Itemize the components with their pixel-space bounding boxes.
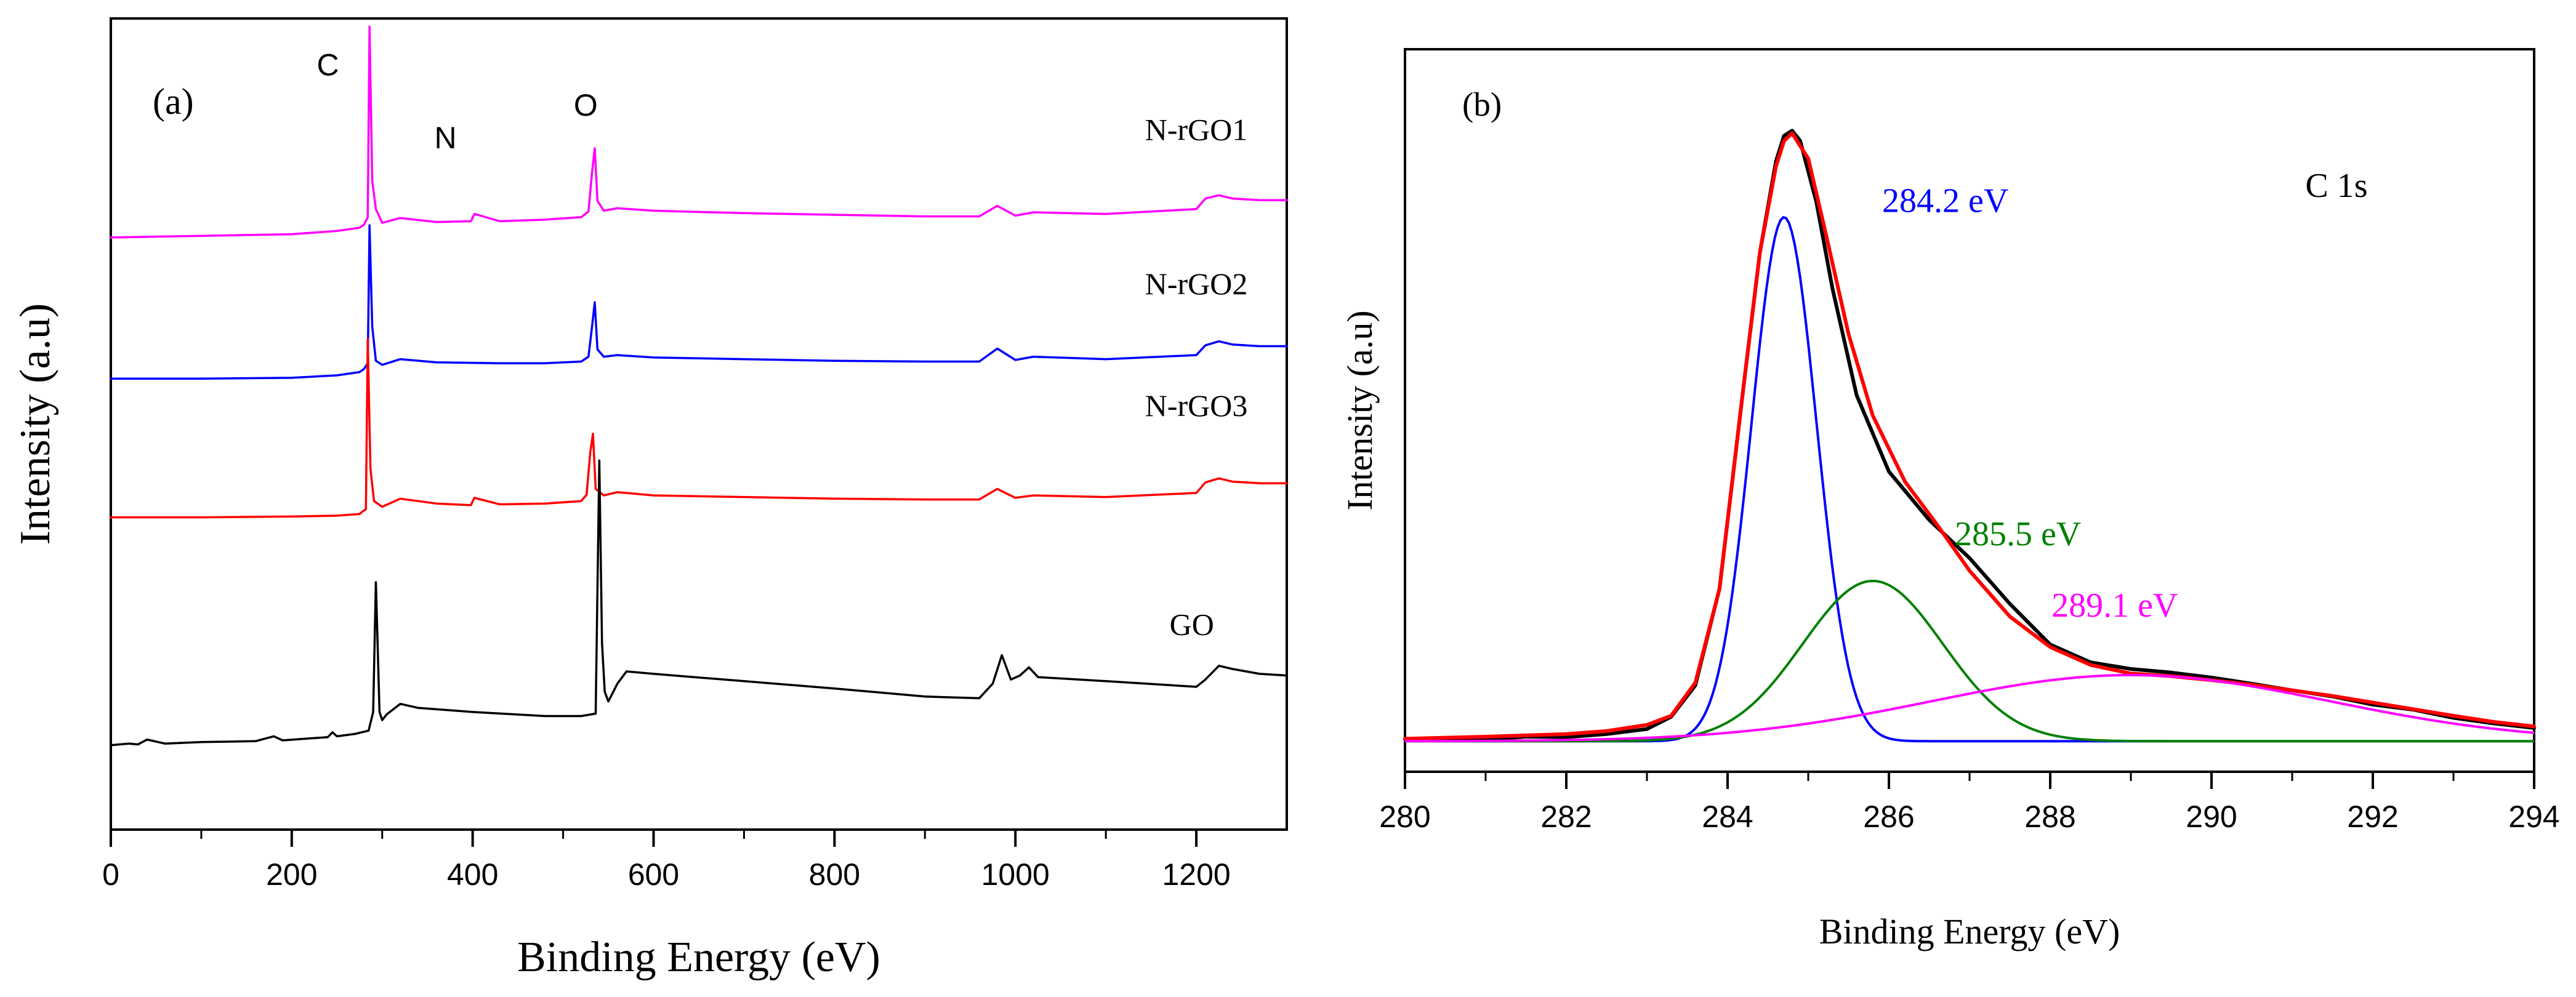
panel-b-chart: 280 282 284 286 288 290 292 294 Binding Energy (… <box>1340 48 2560 951</box>
y-axis-title: Intensity (a.u) <box>1340 310 1380 510</box>
x-tick-label: 290 <box>2186 799 2237 834</box>
series-label: N-rGO2 <box>1145 266 1248 301</box>
x-tick-label: 288 <box>2024 799 2075 834</box>
fit-component-line <box>1405 673 2535 743</box>
fit-component-line <box>1405 579 2534 743</box>
series-line-experimental <box>1403 129 2536 742</box>
component-label: 289.1 eV <box>2051 587 2178 625</box>
x-tick-label: 284 <box>1702 799 1753 834</box>
series-line-fit-envelope <box>1403 131 2536 741</box>
x-tick-label: 600 <box>628 857 679 892</box>
plot-frame <box>1404 48 2535 773</box>
series-label: N-rGO1 <box>1145 113 1248 147</box>
fit-component-line <box>1405 215 2534 743</box>
component-label: 284.2 eV <box>1882 182 2008 220</box>
series-line-n-rgo3 <box>110 337 1288 519</box>
series-label: GO <box>1170 607 1214 642</box>
y-axis-title: Intensity (a.u) <box>12 303 59 545</box>
x-tick-label: 282 <box>1540 799 1592 834</box>
peak-label: O <box>574 88 598 122</box>
peak-label: N <box>435 121 457 155</box>
x-tick-label: 1200 <box>1162 857 1230 892</box>
x-axis-title: Binding Energy (eV) <box>1819 911 2120 951</box>
plot-frame <box>110 17 1288 831</box>
x-tick-label: 292 <box>2347 799 2398 834</box>
x-tick-label: 400 <box>447 857 498 892</box>
panel-label: (b) <box>1462 86 1502 123</box>
series-line-go <box>110 459 1288 747</box>
peak-label: C <box>317 47 339 82</box>
series-line-n-rgo2 <box>110 224 1288 380</box>
chart-title: C 1s <box>2305 167 2367 205</box>
x-tick-label: 800 <box>809 857 860 892</box>
x-tick-label: 294 <box>2508 799 2559 834</box>
x-tick-label: 1000 <box>981 857 1050 892</box>
x-axis-title: Binding Energy (eV) <box>517 934 880 981</box>
x-tick-label: 286 <box>1863 799 1914 834</box>
x-tick-label: 0 <box>102 857 119 892</box>
x-tick-label: 280 <box>1379 799 1430 834</box>
series-line-n-rgo1 <box>110 25 1288 239</box>
series-label: N-rGO3 <box>1145 388 1248 423</box>
component-label: 285.5 eV <box>1955 515 2081 553</box>
x-tick-label: 200 <box>266 857 317 892</box>
panel-label: (a) <box>153 81 194 122</box>
panel-a-chart: 0 200 400 600 800 1000 1200 Binding Energy (eV)… <box>12 17 1288 981</box>
